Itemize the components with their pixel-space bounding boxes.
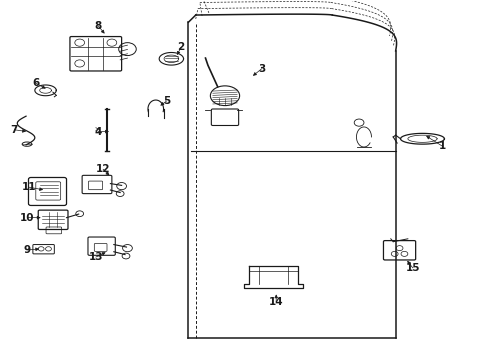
Text: 7: 7 <box>11 125 18 135</box>
Text: 3: 3 <box>257 64 264 74</box>
Text: 5: 5 <box>163 96 170 106</box>
Text: 11: 11 <box>21 182 36 192</box>
Text: 15: 15 <box>405 263 419 273</box>
Text: 9: 9 <box>24 245 31 255</box>
Text: 13: 13 <box>88 252 103 262</box>
Text: 10: 10 <box>20 213 35 222</box>
Text: 6: 6 <box>32 78 40 88</box>
Text: 4: 4 <box>94 127 102 136</box>
Text: 8: 8 <box>94 21 102 31</box>
Text: 12: 12 <box>96 164 110 174</box>
Text: 1: 1 <box>437 141 445 151</box>
Text: 14: 14 <box>268 297 283 307</box>
Text: 2: 2 <box>177 42 184 52</box>
